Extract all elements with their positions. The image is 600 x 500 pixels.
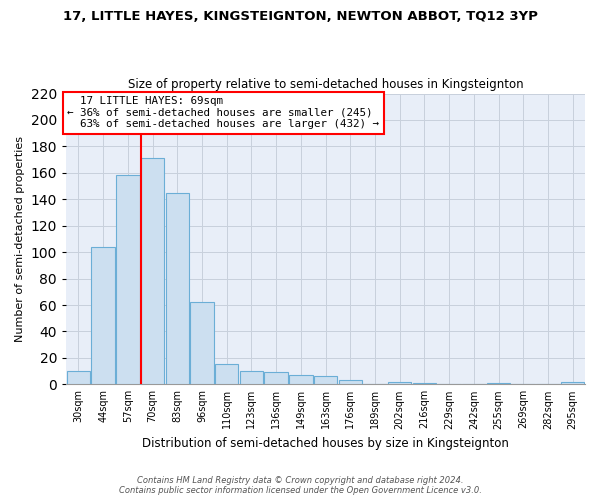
Bar	[314, 376, 337, 384]
Bar	[561, 382, 584, 384]
Bar	[215, 364, 238, 384]
Bar	[116, 176, 140, 384]
Bar	[141, 158, 164, 384]
Bar	[239, 371, 263, 384]
Bar	[265, 372, 288, 384]
Bar	[166, 192, 189, 384]
Text: Contains HM Land Registry data © Crown copyright and database right 2024.
Contai: Contains HM Land Registry data © Crown c…	[119, 476, 481, 495]
Bar	[388, 382, 412, 384]
Bar	[67, 371, 90, 384]
Bar	[190, 302, 214, 384]
Bar	[338, 380, 362, 384]
X-axis label: Distribution of semi-detached houses by size in Kingsteignton: Distribution of semi-detached houses by …	[142, 437, 509, 450]
Bar	[91, 247, 115, 384]
Text: 17, LITTLE HAYES, KINGSTEIGNTON, NEWTON ABBOT, TQ12 3YP: 17, LITTLE HAYES, KINGSTEIGNTON, NEWTON …	[62, 10, 538, 23]
Bar	[413, 383, 436, 384]
Bar	[487, 383, 510, 384]
Bar	[289, 375, 313, 384]
Y-axis label: Number of semi-detached properties: Number of semi-detached properties	[15, 136, 25, 342]
Title: Size of property relative to semi-detached houses in Kingsteignton: Size of property relative to semi-detach…	[128, 78, 523, 91]
Text: 17 LITTLE HAYES: 69sqm
← 36% of semi-detached houses are smaller (245)
  63% of : 17 LITTLE HAYES: 69sqm ← 36% of semi-det…	[67, 96, 379, 130]
